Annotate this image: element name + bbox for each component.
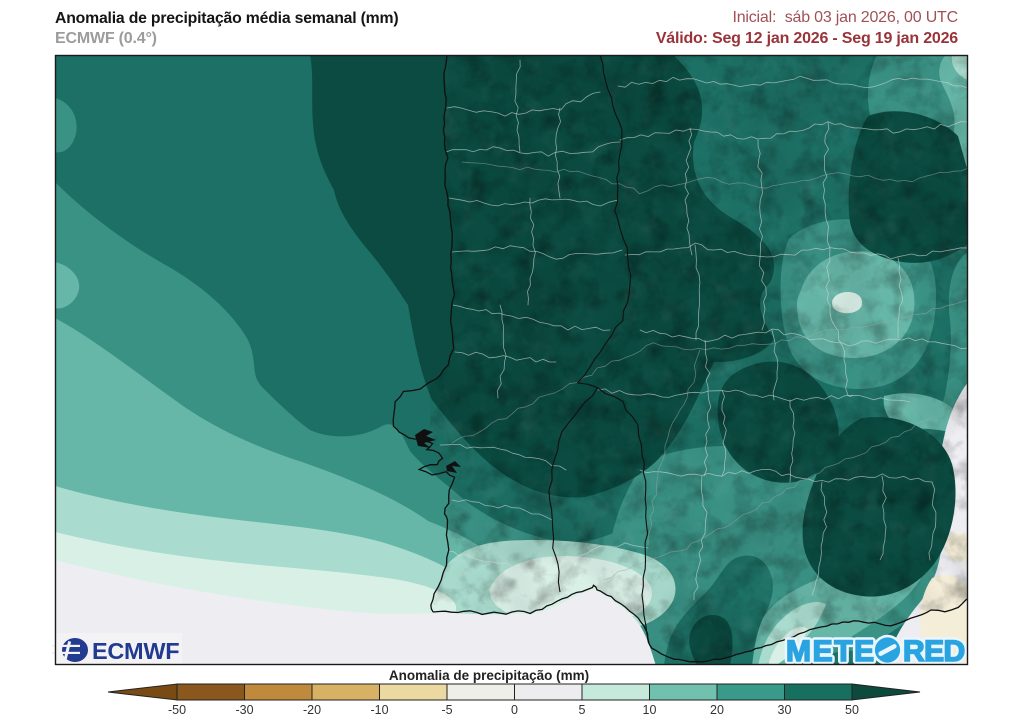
svg-text:Anomalia de precipitação (mm): Anomalia de precipitação (mm) [389,668,589,683]
svg-text:5: 5 [579,703,586,717]
svg-text:30: 30 [778,703,792,717]
svg-text:-10: -10 [370,703,388,717]
svg-text:ECMWF: ECMWF [92,638,179,664]
svg-text:METE: METE [786,635,876,668]
svg-text:-20: -20 [303,703,321,717]
svg-text:50: 50 [845,703,859,717]
svg-text:-30: -30 [235,703,253,717]
svg-text:RED: RED [903,635,965,668]
svg-text:-50: -50 [168,703,186,717]
svg-text:20: 20 [710,703,724,717]
svg-text:-5: -5 [441,703,452,717]
svg-text:0: 0 [511,703,518,717]
svg-text:10: 10 [643,703,657,717]
